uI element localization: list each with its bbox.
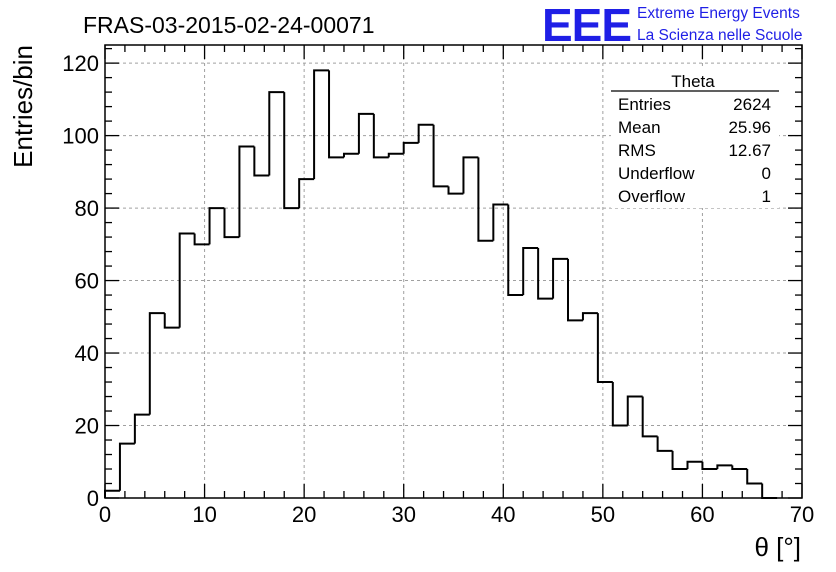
histogram-bin [342, 152, 359, 158]
histogram-bin [746, 469, 763, 485]
histogram-bin [611, 382, 628, 427]
logo-line-2: La Scienza nelle Scuole [637, 27, 802, 44]
x-tick-label: 40 [491, 502, 515, 527]
histogram-bin [417, 123, 434, 143]
histogram-bin [626, 395, 643, 426]
stats-row-value: 1 [762, 187, 771, 206]
histogram-bin [283, 92, 300, 210]
histogram-bin [193, 233, 210, 246]
stats-row-value: 0 [762, 164, 771, 183]
stats-row-value: 2624 [733, 95, 771, 114]
x-tick-label: 70 [790, 502, 814, 527]
histogram-bin [686, 460, 703, 470]
histogram-bin [701, 461, 718, 471]
histogram-bin [223, 208, 240, 239]
histogram-bin [357, 112, 374, 154]
logo-line-1: Extreme Energy Events [637, 5, 800, 22]
x-tick-label: 10 [192, 502, 216, 527]
x-tick-label: 20 [292, 502, 316, 527]
stats-row-label: RMS [618, 141, 656, 160]
histogram-bin [163, 313, 180, 329]
histogram-bin [596, 313, 613, 384]
histogram-bin [372, 113, 389, 159]
histogram-bin [567, 258, 583, 322]
histogram-bin [507, 204, 524, 297]
histogram-bin [298, 178, 315, 209]
histogram-bin [761, 483, 778, 499]
histogram-bin [671, 450, 688, 471]
histogram-bin [104, 489, 120, 498]
histogram-bin [402, 141, 419, 154]
stats-row-value: 12.67 [728, 141, 771, 160]
x-tick-label: 50 [591, 502, 615, 527]
y-tick-label: 0 [87, 486, 99, 511]
eee-logo: EEE Extreme Energy Events La Scienza nel… [542, 0, 802, 51]
stats-row-value: 25.96 [728, 118, 771, 137]
y-tick-label: 120 [62, 51, 99, 76]
y-tick-label: 80 [75, 196, 99, 221]
x-tick-labels: 0 10 20 30 40 50 60 70 [99, 502, 814, 527]
histogram-bin [731, 465, 748, 471]
histogram-bars [104, 69, 778, 499]
histogram-bin [492, 203, 509, 241]
histogram-bin [581, 312, 598, 321]
histogram-bin [656, 436, 673, 452]
histogram-bin [477, 157, 494, 242]
y-tick-label: 60 [75, 269, 99, 294]
histogram-bin [462, 156, 479, 194]
plot-frame [104, 44, 803, 499]
stats-box: Theta Entries 2624 Mean 25.96 RMS 12.67 Underf… [611, 68, 779, 208]
y-tick-labels: 0 20 40 60 80 100 120 [62, 51, 99, 511]
y-tick-label: 20 [75, 414, 99, 439]
histogram-bin [432, 124, 449, 188]
histogram-bin [328, 70, 344, 159]
histogram-bin [178, 232, 195, 328]
axis-ticks [104, 45, 803, 499]
histogram-bin [522, 246, 539, 296]
stats-row-label: Overflow [618, 187, 686, 206]
chart-title: FRAS-03-2015-02-24-00071 [83, 12, 375, 38]
x-tick-label: 60 [690, 502, 714, 527]
histogram-bin [716, 464, 733, 470]
y-tick-label: 100 [62, 124, 99, 149]
stats-row-label: Underflow [618, 164, 695, 183]
x-tick-label: 30 [391, 502, 415, 527]
stats-row-label: Mean [618, 118, 661, 137]
histogram-bin [133, 413, 150, 444]
histogram-bin [537, 247, 554, 300]
stats-title: Theta [671, 72, 715, 91]
stats-row-label: Entries [618, 95, 671, 114]
histogram-bin [148, 312, 165, 415]
x-tick-label: 0 [99, 502, 111, 527]
x-axis-label: θ [°] [754, 532, 801, 562]
histogram-bin [641, 396, 658, 438]
histogram-bin [387, 152, 404, 158]
y-axis-label: Entries/bin [8, 45, 38, 168]
histogram-bin [313, 69, 330, 180]
histogram-bin [268, 91, 285, 176]
logo-letters: EEE [542, 0, 631, 51]
histogram-bin [253, 146, 270, 177]
histogram-bin [238, 145, 255, 238]
y-tick-label: 40 [75, 341, 99, 366]
histogram-bin [447, 186, 464, 195]
histogram-bin [552, 257, 569, 299]
histogram-bin [208, 207, 225, 245]
histogram-bin [118, 442, 135, 491]
